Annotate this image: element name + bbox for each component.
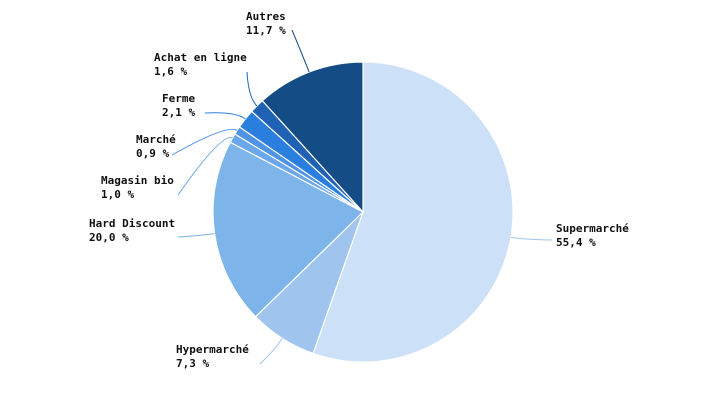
leader-line xyxy=(177,137,233,196)
slice-value-label: 0,9 % xyxy=(136,147,169,160)
slice-label: Achat en ligne xyxy=(154,51,247,64)
slice-label: Hard Discount xyxy=(89,217,175,230)
leader-line xyxy=(510,236,553,241)
pie-slice xyxy=(261,61,364,214)
leader-line xyxy=(171,128,238,156)
leader-line xyxy=(259,338,283,365)
slice-label: Magasin bio xyxy=(101,174,174,187)
slice-value-label: 11,7 % xyxy=(246,24,286,37)
slice-value-label: 1,6 % xyxy=(154,65,187,78)
leader-line xyxy=(291,29,310,73)
slice-value-label: 1,0 % xyxy=(101,188,134,201)
slice-value-label: 20,0 % xyxy=(89,231,129,244)
leader-line xyxy=(204,112,246,120)
slice-value-label: 7,3 % xyxy=(176,357,209,370)
pie-slice xyxy=(212,141,365,318)
leader-line xyxy=(246,71,258,107)
slice-value-label: 2,1 % xyxy=(162,106,195,119)
slice-label: Marché xyxy=(136,133,176,146)
leader-line xyxy=(177,233,215,238)
slice-label: Hypermarché xyxy=(176,343,249,356)
slice-label: Supermarché xyxy=(556,222,629,235)
slice-value-label: 55,4 % xyxy=(556,236,596,249)
slice-label: Ferme xyxy=(162,92,195,105)
slice-label: Autres xyxy=(246,10,286,23)
